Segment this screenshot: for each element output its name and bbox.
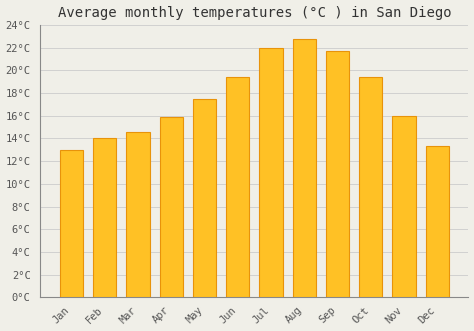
Bar: [426, 146, 449, 298]
Bar: [259, 48, 283, 298]
Bar: [326, 51, 349, 298]
Bar: [93, 138, 116, 298]
Title: Average monthly temperatures (°C ) in San Diego: Average monthly temperatures (°C ) in Sa…: [57, 6, 451, 20]
Bar: [60, 150, 83, 298]
Bar: [292, 38, 316, 298]
Bar: [392, 116, 416, 298]
Bar: [193, 99, 216, 298]
Bar: [126, 132, 150, 298]
Bar: [359, 77, 383, 298]
Bar: [226, 77, 249, 298]
Bar: [160, 117, 183, 298]
